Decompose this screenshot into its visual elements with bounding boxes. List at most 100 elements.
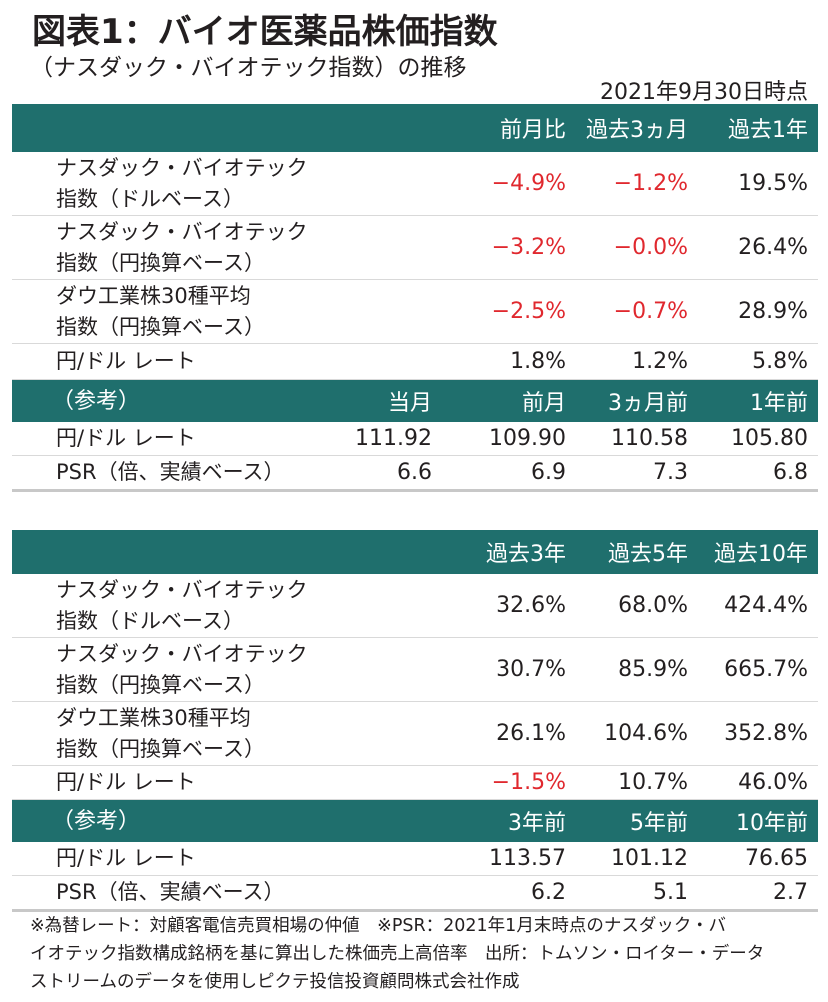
table-row: ナスダック・バイオテック 指数（ドルベース） 32.6% 68.0% 424.4…	[12, 574, 818, 638]
value-cell: −2.5%	[491, 299, 566, 324]
value-cell: 113.57	[489, 846, 566, 871]
row-label: ダウ工業株30種平均 指数（円換算ベース）	[56, 702, 265, 765]
returns-table-short-term: 前月比 過去3ヵ月 過去1年 ナスダック・バイオテック 指数（ドルベース） −4…	[12, 104, 818, 492]
reference-label: （参考）	[52, 808, 141, 834]
table-row: 円/ドル レート 111.92 109.90 110.58 105.80	[12, 422, 818, 456]
returns-table-long-term: 過去3年 過去5年 過去10年 ナスダック・バイオテック 指数（ドルベース） 3…	[12, 530, 818, 912]
value-cell: 76.65	[745, 846, 808, 871]
value-cell: 10.7%	[618, 770, 688, 795]
value-cell: −3.2%	[491, 235, 566, 260]
row-label-line: ナスダック・バイオテック	[56, 641, 308, 666]
value-cell: 26.4%	[738, 235, 808, 260]
row-label-line: ナスダック・バイオテック	[56, 577, 308, 602]
row-label-line: ナスダック・バイオテック	[56, 219, 308, 244]
page-title: 図表1：バイオ医薬品株価指数	[32, 12, 498, 52]
row-label-line: 指数（ドルベース）	[56, 608, 244, 633]
column-header: 過去3年	[486, 542, 566, 567]
row-label-line: 指数（円換算ベース）	[56, 672, 265, 697]
column-header: 当月	[387, 391, 432, 416]
value-cell: 2.7	[773, 880, 808, 905]
footnote: ※為替レート：対顧客電信売買相場の仲値 ※PSR：2021年1月末時点のナスダッ…	[30, 912, 820, 996]
column-header: 過去5年	[608, 542, 688, 567]
row-label-line: ダウ工業株30種平均	[56, 705, 251, 730]
column-header: 過去1年	[728, 118, 808, 143]
value-cell: 19.5%	[738, 171, 808, 196]
row-label: ナスダック・バイオテック 指数（ドルベース）	[56, 152, 308, 215]
reference-label: （参考）	[52, 388, 141, 414]
value-cell: −4.9%	[491, 171, 566, 196]
value-cell: 110.58	[611, 426, 688, 451]
table-row: PSR（倍、実績ベース） 6.2 5.1 2.7	[12, 876, 818, 912]
table-header-row: 過去3年 過去5年 過去10年	[12, 530, 818, 574]
table-row: 円/ドル レート 1.8% 1.2% 5.8%	[12, 344, 818, 380]
column-header: 3年前	[508, 811, 566, 836]
value-cell: 111.92	[355, 426, 432, 451]
footnote-line: ストリームのデータを使用しピクテ投信投資顧問株式会社作成	[30, 972, 520, 992]
value-cell: −1.5%	[491, 770, 566, 795]
table-row: ナスダック・バイオテック 指数（円換算ベース） −3.2% −0.0% 26.4…	[12, 216, 818, 280]
row-label: PSR（倍、実績ベース）	[56, 880, 285, 904]
value-cell: 1.2%	[632, 349, 688, 374]
table-row: ダウ工業株30種平均 指数（円換算ベース） 26.1% 104.6% 352.8…	[12, 702, 818, 766]
table-row: ナスダック・バイオテック 指数（ドルベース） −4.9% −1.2% 19.5%	[12, 152, 818, 216]
row-label: 円/ドル レート	[56, 426, 196, 450]
column-header: 5年前	[630, 811, 688, 836]
row-label-line: 指数（円換算ベース）	[56, 314, 265, 339]
value-cell: −0.0%	[613, 235, 688, 260]
row-label: ナスダック・バイオテック 指数（円換算ベース）	[56, 638, 308, 701]
value-cell: 26.1%	[496, 721, 566, 746]
value-cell: 424.4%	[724, 593, 808, 618]
value-cell: 7.3	[653, 460, 688, 485]
row-label-line: ナスダック・バイオテック	[56, 155, 308, 180]
value-cell: 665.7%	[724, 657, 808, 682]
value-cell: 104.6%	[604, 721, 688, 746]
row-label-line: ダウ工業株30種平均	[56, 283, 251, 308]
value-cell: −1.2%	[613, 171, 688, 196]
value-cell: 1.8%	[510, 349, 566, 374]
reference-header-row: （参考） 当月 前月 3ヵ月前 1年前	[12, 380, 818, 422]
table-row: ダウ工業株30種平均 指数（円換算ベース） −2.5% −0.7% 28.9%	[12, 280, 818, 344]
footnote-line: ※為替レート：対顧客電信売買相場の仲値 ※PSR：2021年1月末時点のナスダッ…	[30, 916, 726, 936]
value-cell: 6.8	[773, 460, 808, 485]
table-row: ナスダック・バイオテック 指数（円換算ベース） 30.7% 85.9% 665.…	[12, 638, 818, 702]
row-label: 円/ドル レート	[56, 349, 196, 373]
row-label: ナスダック・バイオテック 指数（円換算ベース）	[56, 216, 308, 279]
row-label-line: 指数（円換算ベース）	[56, 736, 265, 761]
value-cell: 6.6	[397, 460, 432, 485]
value-cell: 32.6%	[496, 593, 566, 618]
row-label-line: 指数（円換算ベース）	[56, 250, 265, 275]
value-cell: 352.8%	[724, 721, 808, 746]
value-cell: 6.2	[531, 880, 566, 905]
value-cell: 5.1	[653, 880, 688, 905]
row-label: 円/ドル レート	[56, 770, 196, 794]
footnote-line: イオテック指数構成銘柄を基に算出した株価売上高倍率 出所：トムソン・ロイター・デ…	[30, 944, 765, 964]
value-cell: 101.12	[611, 846, 688, 871]
table-header-row: 前月比 過去3ヵ月 過去1年	[12, 104, 818, 152]
reference-header-row: （参考） 3年前 5年前 10年前	[12, 800, 818, 842]
column-header: 過去10年	[714, 542, 808, 567]
value-cell: 105.80	[731, 426, 808, 451]
value-cell: 5.8%	[752, 349, 808, 374]
row-label: ナスダック・バイオテック 指数（ドルベース）	[56, 574, 308, 637]
value-cell: 68.0%	[618, 593, 688, 618]
value-cell: 28.9%	[738, 299, 808, 324]
page-subtitle: （ナスダック・バイオテック指数）の推移	[30, 55, 467, 81]
row-label: 円/ドル レート	[56, 846, 196, 870]
table-row: PSR（倍、実績ベース） 6.6 6.9 7.3 6.8	[12, 456, 818, 492]
row-label: ダウ工業株30種平均 指数（円換算ベース）	[56, 280, 265, 343]
as-of-date: 2021年9月30日時点	[600, 80, 808, 105]
row-label: PSR（倍、実績ベース）	[56, 460, 285, 484]
value-cell: 30.7%	[496, 657, 566, 682]
column-header: 10年前	[736, 811, 808, 836]
column-header: 前月	[521, 391, 566, 416]
column-header: 3ヵ月前	[608, 391, 688, 416]
value-cell: 109.90	[489, 426, 566, 451]
value-cell: 85.9%	[618, 657, 688, 682]
column-header: 前月比	[499, 118, 566, 143]
column-header: 過去3ヵ月	[586, 118, 688, 143]
value-cell: −0.7%	[613, 299, 688, 324]
value-cell: 46.0%	[738, 770, 808, 795]
table-row: 円/ドル レート −1.5% 10.7% 46.0%	[12, 766, 818, 800]
row-label-line: 指数（ドルベース）	[56, 186, 244, 211]
column-header: 1年前	[750, 391, 808, 416]
